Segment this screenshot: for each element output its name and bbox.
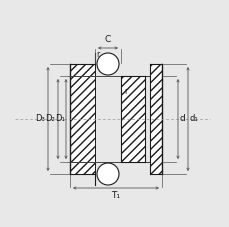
Text: D₃: D₃	[35, 114, 45, 123]
Circle shape	[97, 53, 118, 75]
Bar	[120, 76, 144, 162]
Bar	[70, 64, 95, 76]
Text: D₂: D₂	[45, 114, 55, 123]
Text: r: r	[123, 86, 127, 96]
Bar	[70, 162, 95, 174]
Text: d: d	[179, 114, 185, 123]
Text: r: r	[95, 50, 99, 59]
Circle shape	[97, 163, 118, 185]
Text: d₁: d₁	[189, 114, 198, 123]
Bar	[70, 76, 95, 162]
Text: D₁: D₁	[55, 114, 65, 123]
Text: C: C	[104, 35, 111, 44]
Text: T₁: T₁	[111, 191, 120, 200]
Bar	[149, 64, 161, 174]
